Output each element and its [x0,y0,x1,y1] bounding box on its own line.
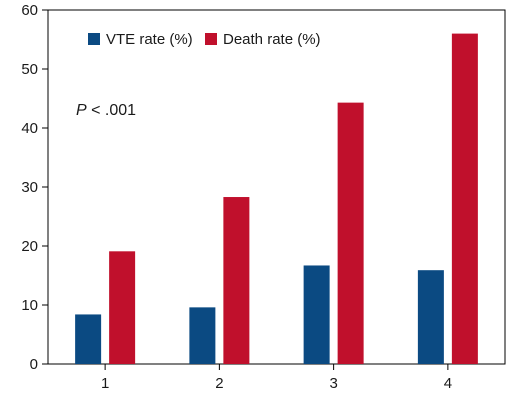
bar-vte-4 [417,270,444,364]
y-tick-label-60: 60 [21,2,38,19]
bar-vte-3 [303,265,330,364]
y-tick-label-10: 10 [21,297,38,314]
x-axis: 1 2 3 4 [101,364,452,392]
p-symbol: P [76,102,87,119]
y-tick-label-20: 20 [21,238,38,255]
x-tick-label-2: 2 [215,375,223,392]
y-tick-label-0: 0 [30,356,38,373]
legend-label-vte: VTE rate (%) [106,31,193,48]
bar-vte-2 [189,307,216,364]
bar-death-4 [451,33,478,364]
p-value-annotation: P < .001 [76,102,136,119]
bar-vte-1 [75,314,102,364]
p-value-text: < .001 [87,102,136,119]
y-axis: 0 10 20 30 40 50 60 [21,2,48,373]
legend-swatch-vte [88,33,100,45]
bar-death-3 [337,102,364,364]
bar-death-1 [109,251,136,364]
bars-group [75,33,478,364]
bar-death-2 [223,197,250,364]
legend-label-death: Death rate (%) [223,31,321,48]
y-tick-label-30: 30 [21,179,38,196]
x-tick-label-3: 3 [329,375,337,392]
legend-swatch-death [205,33,217,45]
x-tick-label-4: 4 [444,375,452,392]
y-tick-label-40: 40 [21,120,38,137]
legend: VTE rate (%) Death rate (%) [88,31,321,48]
y-tick-label-50: 50 [21,61,38,78]
x-tick-label-1: 1 [101,375,109,392]
